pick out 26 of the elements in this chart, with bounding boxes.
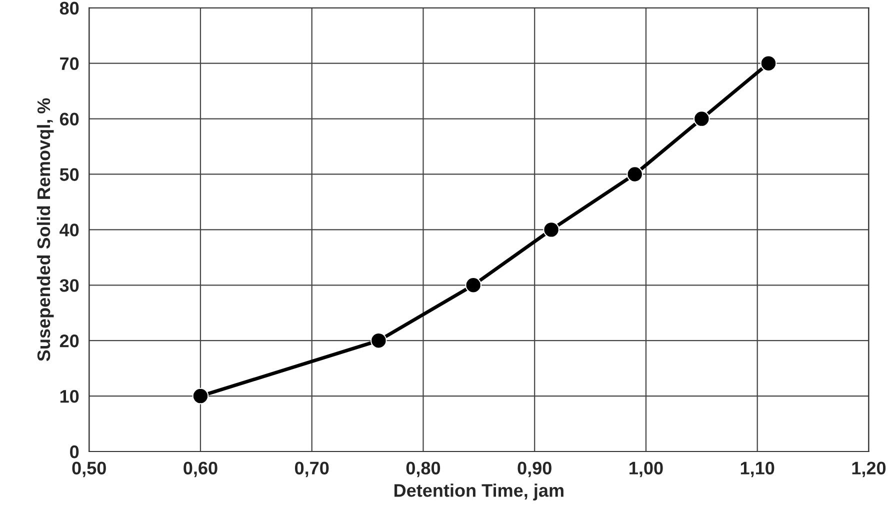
x-tick-label: 0,90	[518, 462, 552, 478]
point	[760, 55, 777, 72]
x-tick-label: 0,60	[184, 462, 218, 478]
x-tick-label: 1,20	[852, 462, 886, 478]
x-axis-title: Detention Time, jam	[394, 484, 564, 500]
x-tick-label: 0,50	[72, 462, 106, 478]
y-tick-label: 40	[60, 224, 79, 236]
y-axis-title: Susepended Solid Removql, %	[36, 98, 54, 362]
point	[370, 332, 387, 349]
y-tick-label: 30	[60, 279, 79, 292]
y-tick-label: 70	[60, 57, 79, 70]
y-tick-label: 60	[60, 112, 79, 126]
x-tick-label: 0,80	[406, 462, 440, 478]
point	[626, 166, 643, 182]
y-tick-label: 0	[70, 445, 79, 458]
y-tick-label: 20	[60, 334, 79, 348]
point	[543, 222, 560, 238]
x-tick-label: 0,70	[294, 462, 329, 478]
y-tick-label: 10	[60, 390, 79, 403]
point	[465, 276, 482, 294]
point	[192, 388, 209, 404]
y-tick-label: 50	[60, 168, 79, 181]
x-tick-label: 1,00	[630, 462, 663, 478]
point	[694, 110, 710, 127]
x-tick-label: 1,10	[740, 462, 774, 478]
y-tick-label: 80	[60, 2, 79, 15]
